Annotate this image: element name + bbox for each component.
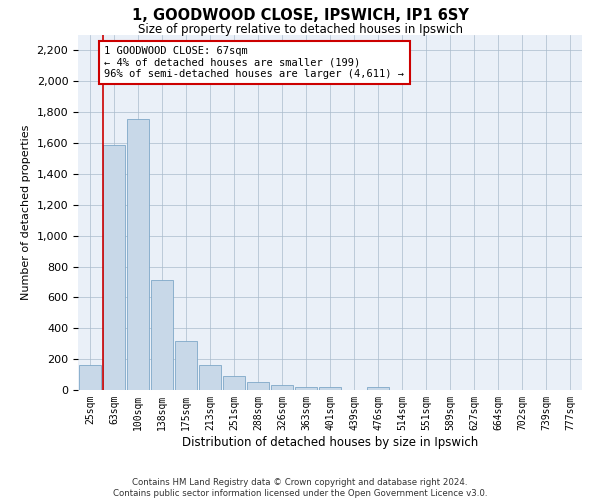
- Text: 1 GOODWOOD CLOSE: 67sqm
← 4% of detached houses are smaller (199)
96% of semi-de: 1 GOODWOOD CLOSE: 67sqm ← 4% of detached…: [104, 46, 404, 79]
- Bar: [295, 386, 317, 390]
- Bar: [79, 366, 101, 390]
- Y-axis label: Number of detached properties: Number of detached properties: [21, 125, 31, 300]
- Bar: [247, 382, 269, 390]
- Bar: [199, 366, 221, 390]
- Bar: [127, 119, 149, 390]
- Text: 1, GOODWOOD CLOSE, IPSWICH, IP1 6SY: 1, GOODWOOD CLOSE, IPSWICH, IP1 6SY: [131, 8, 469, 22]
- Text: Size of property relative to detached houses in Ipswich: Size of property relative to detached ho…: [137, 22, 463, 36]
- Bar: [151, 280, 173, 390]
- Bar: [103, 144, 125, 390]
- Bar: [367, 387, 389, 390]
- Bar: [223, 376, 245, 390]
- Bar: [175, 342, 197, 390]
- Bar: [319, 387, 341, 390]
- Text: Contains HM Land Registry data © Crown copyright and database right 2024.
Contai: Contains HM Land Registry data © Crown c…: [113, 478, 487, 498]
- X-axis label: Distribution of detached houses by size in Ipswich: Distribution of detached houses by size …: [182, 436, 478, 448]
- Bar: [271, 384, 293, 390]
